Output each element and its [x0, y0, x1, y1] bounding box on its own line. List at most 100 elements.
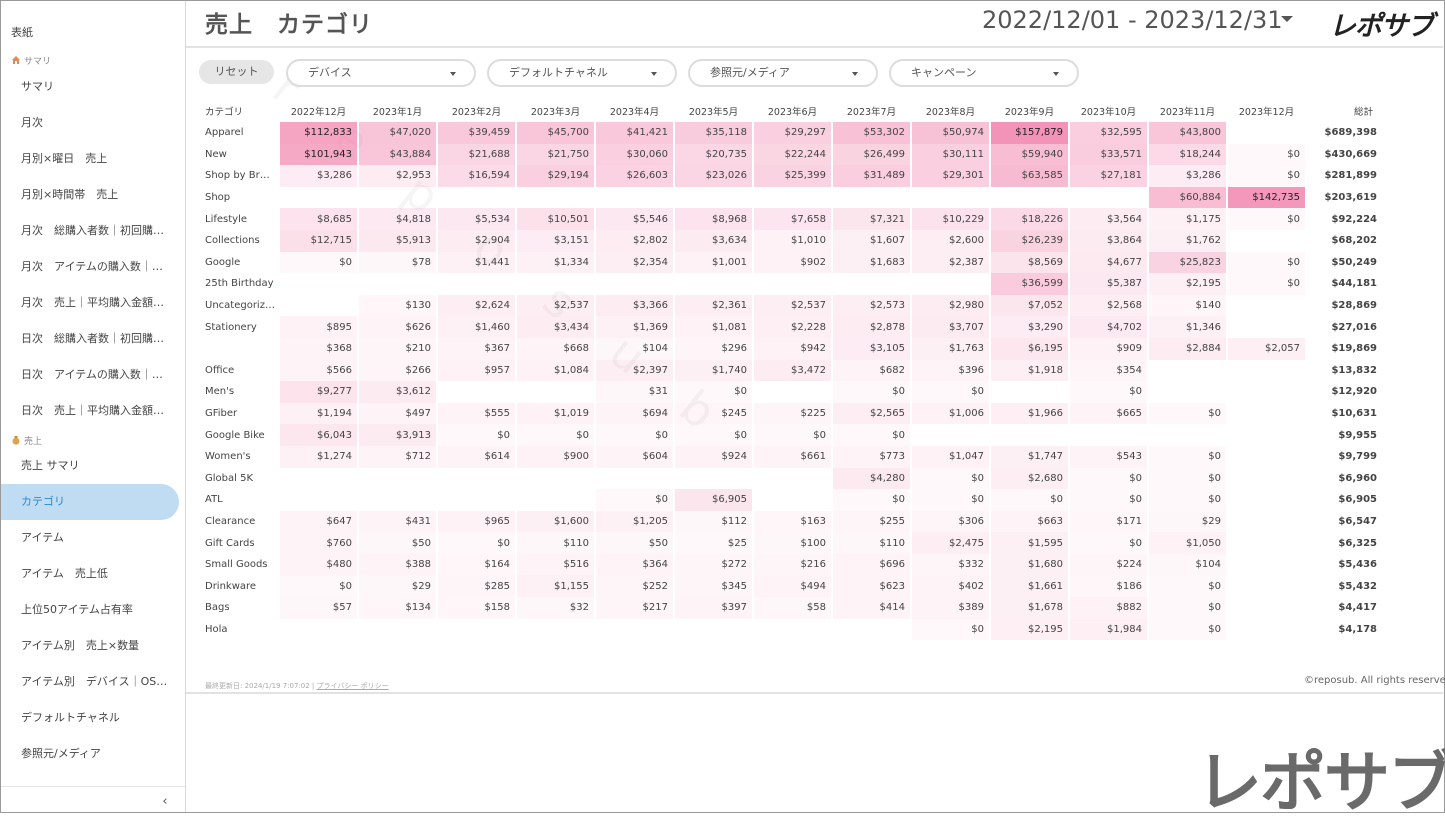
campaign-filter[interactable]: キャンペーン	[889, 59, 1079, 87]
table-cell: $1,683	[833, 251, 910, 274]
main-content: reposub 売上 カテゴリ 2022/12/01 - 2023/12/31 …	[186, 1, 1445, 821]
table-cell: $1,678	[991, 597, 1068, 619]
chevron-down-icon[interactable]	[1281, 16, 1293, 22]
table-cell: $1,274	[280, 445, 357, 468]
column-header-month[interactable]: 2022年12月	[290, 107, 347, 118]
category-label: Drinkware	[205, 580, 257, 592]
column-header-month[interactable]: 2023年12月	[1238, 107, 1295, 118]
column-header-month[interactable]: 2023年6月	[767, 107, 818, 118]
table-cell	[1149, 381, 1226, 403]
table-row: GFiber $1,194 $497 $555 $1,019 $694 $245 $225 $2…	[203, 402, 1377, 425]
source-filter[interactable]: 参照元/メディア	[688, 59, 878, 87]
sidebar-item-daily-items[interactable]: 日次 アイテムの購入数｜…	[21, 368, 163, 381]
category-label: Uncategoriz…	[205, 300, 275, 312]
sidebar-item-month-hour[interactable]: 月別×時間帯 売上	[21, 188, 119, 201]
table-row: Uncategoriz… $130 $2,624 $2,537 $3,366 $2,361…	[203, 294, 1377, 317]
row-total: $689,398	[1324, 127, 1377, 139]
sidebar-item-daily-sales[interactable]: 日次 売上｜平均購入金額…	[21, 404, 164, 417]
table-cell	[438, 273, 515, 295]
sidebar-item-cover[interactable]: 表紙	[11, 26, 33, 39]
chevron-down-icon	[852, 72, 858, 76]
table-cell: $882	[1070, 597, 1147, 619]
table-cell: $2,397	[596, 359, 673, 382]
sidebar-item-category[interactable]: カテゴリ	[1, 484, 179, 520]
reset-button[interactable]: リセット	[199, 60, 274, 84]
category-label: Hola	[205, 623, 228, 635]
sidebar-item-monthly-items[interactable]: 月次 アイテムの購入数｜…	[21, 260, 163, 273]
column-header-month[interactable]: 2023年3月	[530, 107, 581, 118]
sidebar-item-monthly[interactable]: 月次	[21, 116, 43, 129]
row-total: $6,325	[1338, 537, 1377, 549]
table-cell: $354	[1070, 359, 1147, 382]
sidebar-item-monthly-buyers[interactable]: 月次 総購入者数｜初回購…	[21, 224, 164, 237]
table-cell	[438, 619, 515, 641]
sidebar-item-source-medium[interactable]: 参照元/メディア	[21, 747, 101, 760]
table-cell: $39,459	[438, 122, 515, 144]
table-cell: $1,205	[596, 510, 673, 533]
column-header-month[interactable]: 2023年11月	[1159, 107, 1216, 118]
table-cell	[833, 273, 910, 295]
privacy-policy-link[interactable]: プライバシー ポリシー	[316, 682, 389, 690]
table-cell: $27,181	[1070, 165, 1147, 187]
table-cell: $0	[912, 381, 989, 403]
table-cell: $957	[438, 359, 515, 382]
sidebar-item-monthly-sales[interactable]: 月次 売上｜平均購入金額…	[21, 296, 164, 309]
table-row: Google $0 $78 $1,441 $1,334 $2,354 $1,001 $902 $…	[203, 251, 1377, 274]
sidebar-item-daily-buyers[interactable]: 日次 総購入者数｜初回購…	[21, 332, 164, 345]
column-header-total[interactable]: 総計	[1353, 107, 1373, 118]
table-row: Drinkware $0 $29 $285 $1,155 $252 $345 $494 $623…	[203, 575, 1377, 598]
column-header-month[interactable]: 2023年4月	[609, 107, 660, 118]
table-cell: $895	[280, 316, 357, 338]
table-cell: $18,244	[1149, 143, 1226, 166]
sidebar-item-sales-summary[interactable]: 売上 サマリ	[21, 459, 80, 472]
table-cell: $1,334	[517, 251, 594, 274]
column-header-month[interactable]: 2023年2月	[451, 107, 502, 118]
column-header-month[interactable]: 2023年9月	[1004, 107, 1055, 118]
row-total: $50,249	[1331, 256, 1377, 268]
table-cell: $224	[1070, 553, 1147, 576]
sidebar-item-top50[interactable]: 上位50アイテム占有率	[21, 603, 133, 616]
sidebar-section-sales: 売上	[11, 434, 42, 447]
table-header-row: カテゴリ 2022年12月 2023年1月 2023年2月 2023年3月 2023年4月…	[203, 100, 1377, 122]
column-header-category[interactable]: カテゴリ	[205, 107, 244, 118]
column-header-month[interactable]: 2023年7月	[846, 107, 897, 118]
sidebar-item-items-sales-qty[interactable]: アイテム別 売上×数量	[21, 639, 140, 652]
channel-filter[interactable]: デフォルトチャネル	[487, 59, 677, 87]
sidebar-section-sales-label: 売上	[24, 437, 43, 447]
category-label: Global 5K	[205, 472, 253, 484]
table-cell	[517, 619, 594, 641]
collapse-sidebar-icon[interactable]: ‹	[162, 794, 168, 809]
table-cell: $2,354	[596, 251, 673, 274]
sidebar-item-month-weekday[interactable]: 月別×曜日 売上	[21, 152, 108, 165]
sidebar-item-items-low[interactable]: アイテム 売上低	[21, 567, 108, 580]
table-cell: $50,974	[912, 122, 989, 144]
sidebar-item-items[interactable]: アイテム	[21, 531, 64, 544]
table-cell	[438, 381, 515, 403]
column-header-month[interactable]: 2023年8月	[925, 107, 976, 118]
table-cell: $306	[912, 510, 989, 533]
campaign-filter-label: キャンペーン	[911, 66, 977, 79]
table-cell: $60,884	[1149, 186, 1226, 209]
table-cell: $1,010	[754, 229, 831, 252]
table-cell: $171	[1070, 510, 1147, 533]
row-total: $12,920	[1331, 386, 1377, 398]
table-cell: $900	[517, 445, 594, 468]
sidebar-item-summary[interactable]: サマリ	[21, 80, 54, 93]
table-cell	[359, 273, 436, 295]
table-cell: $0	[1228, 208, 1305, 230]
sidebar-item-items-device[interactable]: アイテム別 デバイス｜OS…	[21, 675, 168, 688]
table-cell: $3,286	[1149, 165, 1226, 187]
sidebar-item-default-channel[interactable]: デフォルトチャネル	[21, 711, 120, 724]
table-cell: $388	[359, 553, 436, 576]
table-cell: $0	[1149, 618, 1226, 641]
sidebar-divider	[1, 786, 185, 787]
table-cell: $50	[596, 532, 673, 554]
column-header-month[interactable]: 2023年1月	[372, 107, 423, 118]
table-cell: $33,571	[1070, 143, 1147, 166]
device-filter[interactable]: デバイス	[286, 59, 476, 87]
column-header-month[interactable]: 2023年10月	[1080, 107, 1137, 118]
row-total: $68,202	[1331, 235, 1377, 247]
sidebar-section-summary: サマリ	[11, 54, 51, 67]
column-header-month[interactable]: 2023年5月	[688, 107, 739, 118]
date-range-picker[interactable]: 2022/12/01 - 2023/12/31	[982, 6, 1283, 34]
